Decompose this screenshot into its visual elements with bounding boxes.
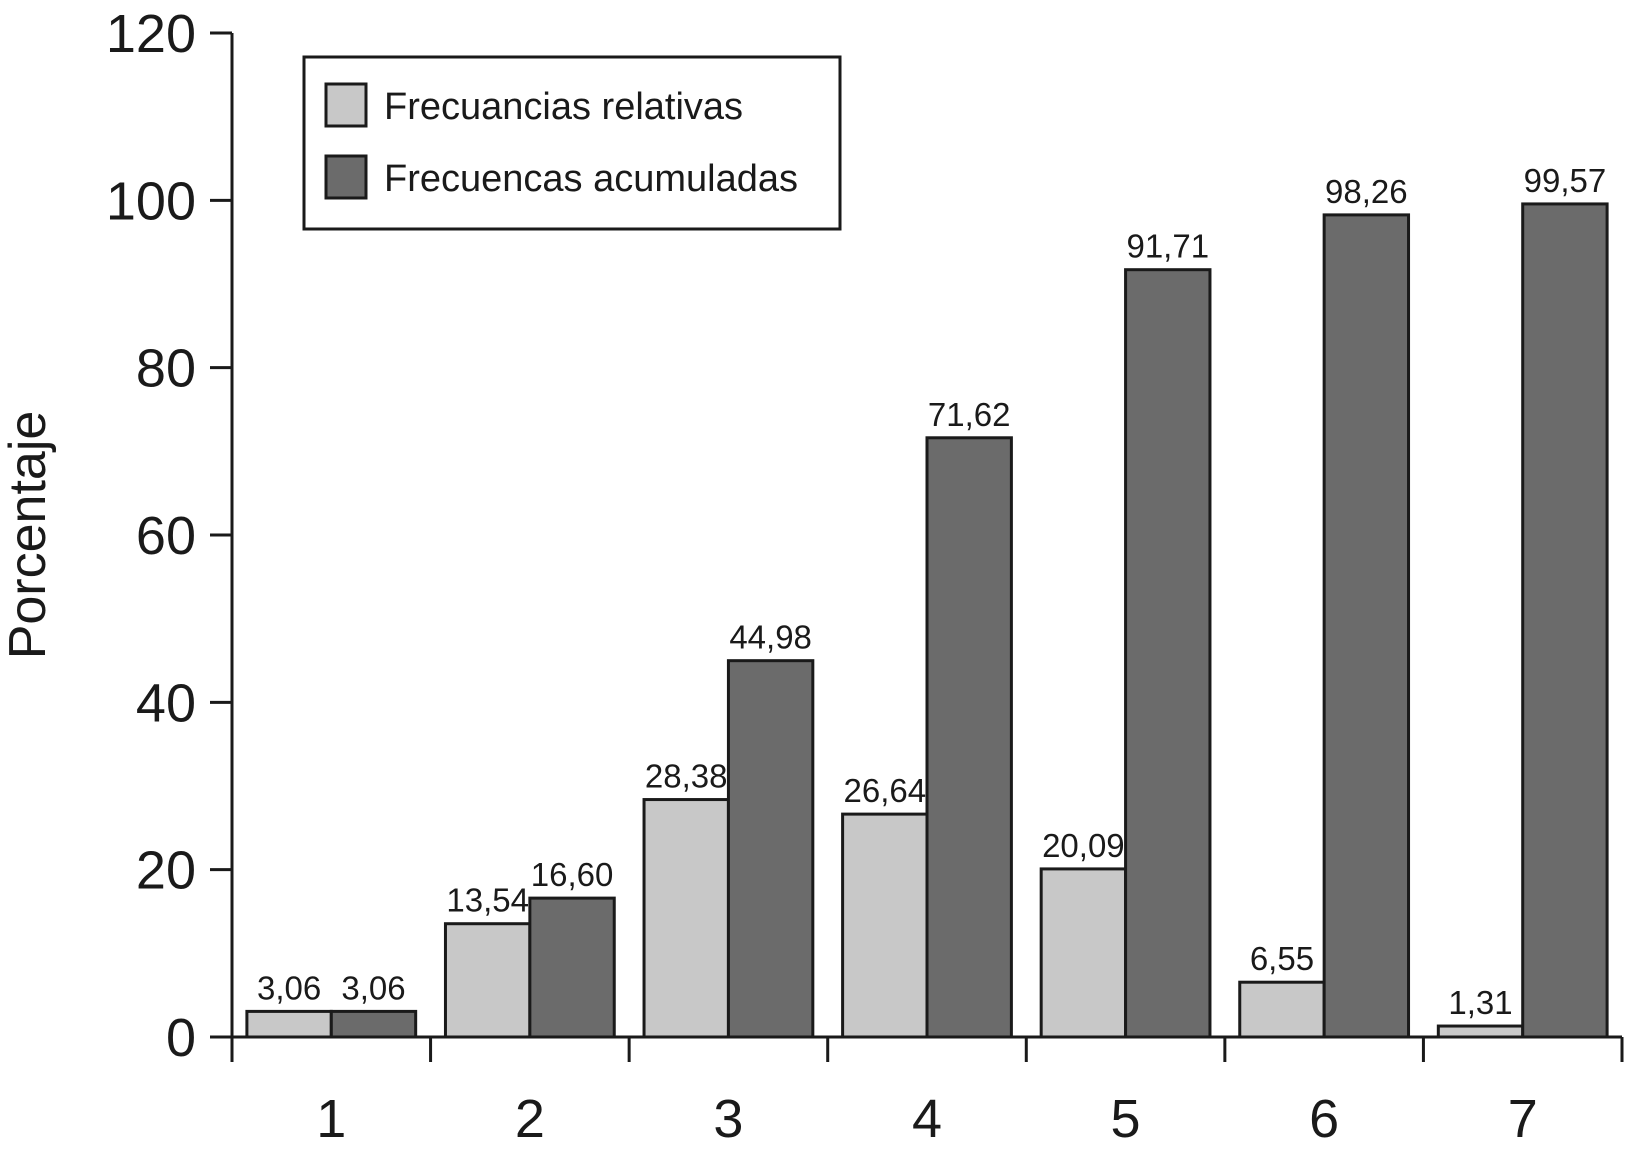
data-label-cumulative: 99,57 [1524, 162, 1607, 199]
data-label-cumulative: 98,26 [1325, 173, 1408, 210]
x-tick-label: 1 [316, 1089, 346, 1149]
bar-cumulative [1322, 213, 1411, 1039]
bar-cumulative [1124, 268, 1212, 1039]
legend-swatch-cumulative [324, 154, 368, 200]
data-label-cumulative: 16,60 [531, 856, 614, 893]
legend-swatch-relative [324, 82, 368, 128]
bar-relative [1436, 1024, 1525, 1039]
data-label-relative: 3,06 [257, 969, 321, 1006]
x-tick-label: 7 [1508, 1089, 1538, 1149]
x-axis: 1 2 3 4 5 6 7 [230, 1035, 1624, 1149]
x-tick-label: 4 [912, 1089, 942, 1149]
data-labels: 3,06 13,54 28,38 26,64 20,09 6,55 1,31 3,06 16,6… [257, 162, 1606, 1021]
y-tick-label: 80 [136, 339, 196, 399]
y-tick-label: 120 [106, 4, 196, 64]
y-axis-title: Porcentaje [0, 411, 57, 660]
legend-box [302, 55, 842, 231]
data-label-relative: 1,31 [1448, 984, 1512, 1021]
bar-cumulative [726, 659, 815, 1039]
legend-label-relative: Frecuancias relativas [384, 86, 743, 128]
x-tick-label: 3 [713, 1089, 743, 1149]
y-tick-label: 0 [166, 1008, 196, 1068]
bar-cumulative [925, 436, 1013, 1039]
y-tick-label: 20 [136, 841, 196, 901]
data-label-cumulative: 44,98 [729, 619, 812, 656]
bar-relative [642, 798, 730, 1039]
data-label-relative: 13,54 [446, 882, 529, 919]
bars [245, 202, 1609, 1039]
x-tick-label: 5 [1111, 1089, 1141, 1149]
bar-cumulative [528, 896, 616, 1039]
bar-relative [1039, 867, 1128, 1039]
bar-relative [245, 1009, 333, 1039]
data-label-relative: 6,55 [1250, 940, 1314, 977]
bar-cumulative [1521, 202, 1609, 1039]
bar-relative [1238, 980, 1326, 1039]
legend-label-cumulative: Frecuencas acumuladas [384, 158, 798, 200]
data-label-cumulative: 71,62 [928, 396, 1011, 433]
bar-relative [443, 922, 532, 1039]
data-label-relative: 28,38 [645, 758, 728, 795]
legend: Frecuancias relativas Frecuencas acumula… [302, 55, 842, 231]
x-tick-label: 6 [1309, 1089, 1339, 1149]
x-tick-label: 2 [515, 1089, 545, 1149]
y-axis: 0 20 40 60 80 100 120 [106, 4, 234, 1068]
y-tick-label: 60 [136, 506, 196, 566]
data-label-cumulative: 91,71 [1126, 228, 1209, 265]
data-label-relative: 26,64 [844, 772, 927, 809]
bar-relative [841, 812, 929, 1039]
bar-cumulative [329, 1009, 418, 1039]
y-tick-label: 100 [106, 171, 196, 231]
data-label-relative: 20,09 [1042, 827, 1125, 864]
y-tick-label: 40 [136, 673, 196, 733]
data-label-cumulative: 3,06 [341, 969, 405, 1006]
